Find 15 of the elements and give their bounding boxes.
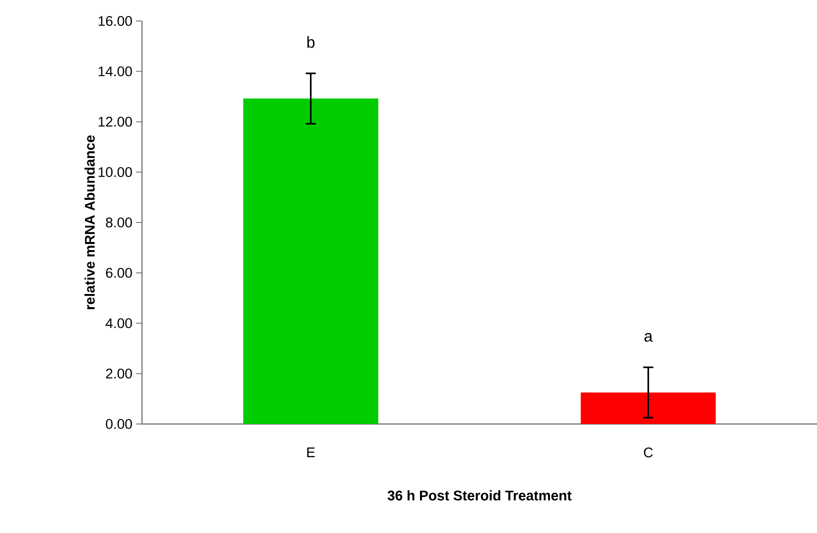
y-tick-label: 0.00	[106, 419, 132, 429]
y-tick-label: 16.00	[98, 16, 132, 26]
y-tick-label: 10.00	[98, 167, 132, 178]
x-axis-title: 36 h Post Steroid Treatment	[388, 490, 572, 500]
y-tick-label: 6.00	[106, 268, 132, 278]
x-tick-label: E	[307, 448, 315, 458]
y-axis-title: relative mRNA Abundance	[84, 135, 95, 310]
annotation: a	[644, 333, 653, 342]
y-tick-label: 2.00	[106, 368, 132, 379]
y-tick-label: 8.00	[106, 218, 132, 228]
y-tick-label: 14.00	[98, 66, 132, 76]
x-tick-label: C	[644, 447, 653, 458]
y-tick-label: 12.00	[98, 116, 132, 127]
y-tick-label: 4.00	[106, 318, 132, 328]
annotation: b	[307, 36, 315, 48]
